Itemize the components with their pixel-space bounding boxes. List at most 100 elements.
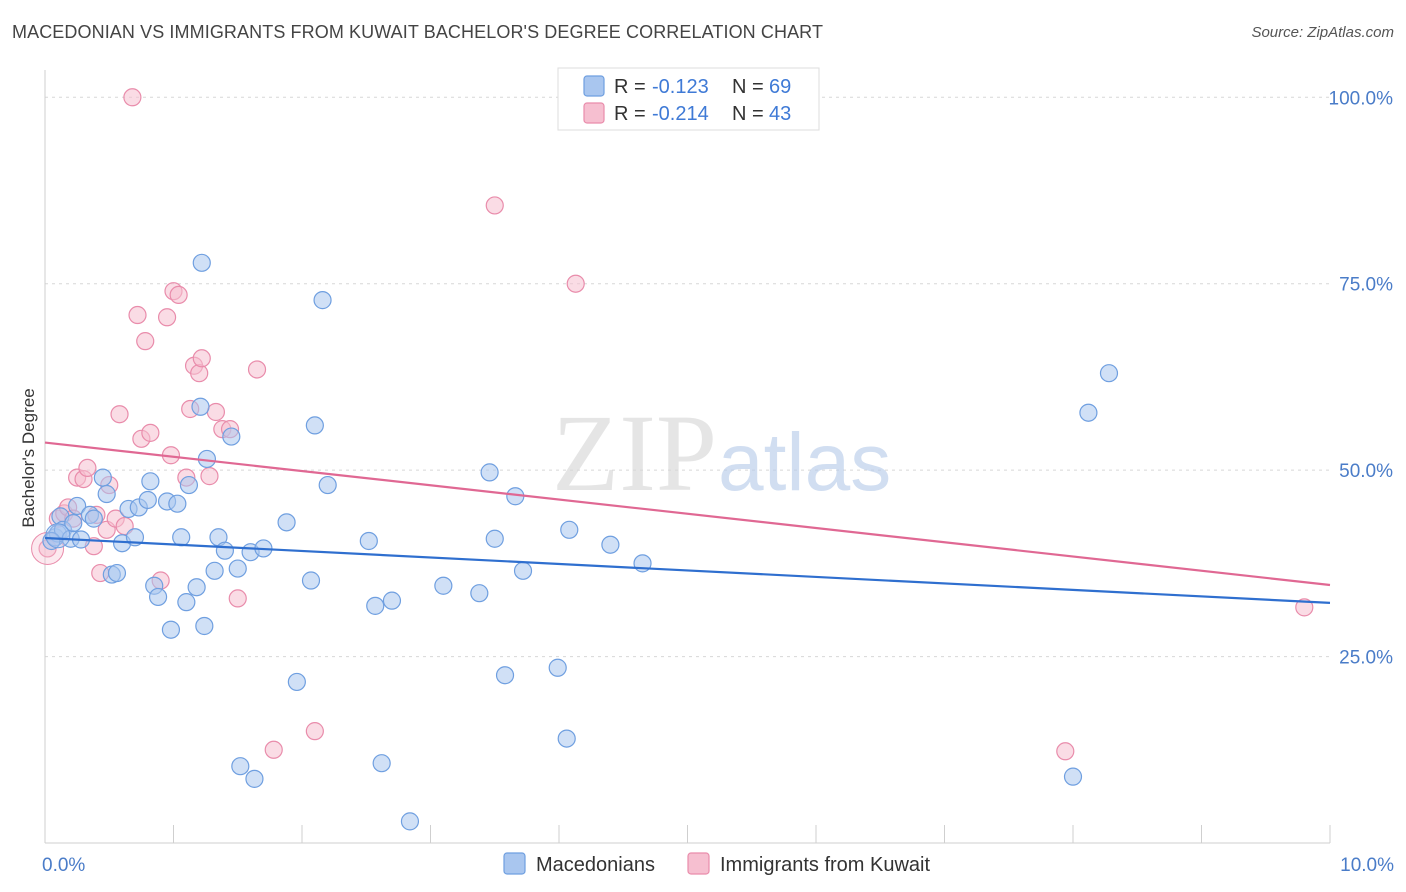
macedonians-point-41 bbox=[277, 513, 296, 532]
macedonians-cluster-marker bbox=[45, 523, 71, 549]
y-axis-title: Bachelor's Degree bbox=[19, 388, 38, 527]
tick-labels: 25.0% 50.0% 75.0% 100.0% 0.0% 10.0% bbox=[42, 88, 1394, 876]
y-tick-label-3: 100.0% bbox=[1329, 88, 1394, 109]
macedonians-point-21 bbox=[148, 587, 168, 607]
macedonians-point-11 bbox=[97, 484, 116, 504]
kuwait-point-31 bbox=[200, 467, 219, 486]
macedonians-point-59 bbox=[548, 658, 567, 677]
stats-legend: R = -0.123 N = 69 R = -0.214 N = 43 bbox=[557, 67, 820, 131]
macedonians-point-45 bbox=[313, 291, 332, 310]
macedonians-point-36 bbox=[228, 559, 247, 578]
macedonians-point-66 bbox=[1079, 403, 1098, 422]
kuwait-point-25 bbox=[169, 285, 188, 304]
macedonians-point-48 bbox=[366, 596, 385, 615]
macedonians-point-55 bbox=[485, 529, 504, 548]
kuwait-point-22 bbox=[157, 308, 177, 327]
legend-swatch-macedonians bbox=[503, 852, 526, 875]
macedonians-point-62 bbox=[601, 535, 620, 554]
macedonians-point-58 bbox=[513, 561, 533, 580]
legend-swatch-kuwait bbox=[687, 852, 710, 875]
series-legend: Macedonians Immigrants from Kuwait bbox=[503, 852, 930, 876]
kuwait-trend-line bbox=[44, 441, 1331, 587]
stats-n-label-blue: N = bbox=[732, 76, 764, 98]
macedonians-point-68 bbox=[42, 531, 61, 551]
macedonians-point-53 bbox=[470, 584, 489, 603]
kuwait-point-20 bbox=[141, 423, 160, 442]
macedonians-point-5 bbox=[64, 513, 83, 533]
macedonians-point-54 bbox=[480, 463, 499, 482]
macedonians-point-27 bbox=[179, 475, 199, 495]
macedonians-point-46 bbox=[318, 475, 337, 495]
watermark-atlas: atlas bbox=[718, 417, 891, 508]
macedonians-point-34 bbox=[215, 541, 234, 560]
stats-n-value-blue: 69 bbox=[769, 76, 791, 98]
watermark: ZIP atlas bbox=[552, 392, 891, 514]
kuwait-point-36 bbox=[247, 360, 267, 379]
kuwait-point-14 bbox=[110, 405, 129, 424]
macedonians-point-56 bbox=[495, 666, 515, 685]
legend-label-macedonians: Macedonians bbox=[536, 854, 655, 876]
macedonians-point-64 bbox=[192, 253, 211, 272]
axes bbox=[44, 70, 1331, 844]
macedonians-point-28 bbox=[187, 578, 206, 597]
trend-lines bbox=[44, 441, 1331, 604]
kuwait-point-39 bbox=[485, 196, 504, 215]
stats-legend-blue-swatch bbox=[583, 75, 605, 97]
macedonians-point-39 bbox=[245, 769, 264, 788]
macedonians-point-13 bbox=[107, 563, 127, 583]
macedonians-point-30 bbox=[195, 616, 214, 636]
kuwait-point-7 bbox=[78, 458, 97, 478]
macedonians-point-10 bbox=[93, 468, 112, 487]
macedonians-point-49 bbox=[372, 754, 391, 773]
macedonians-point-23 bbox=[161, 620, 181, 639]
macedonians-point-29 bbox=[191, 397, 210, 416]
kuwait-point-41 bbox=[1056, 742, 1075, 761]
watermark-zip: ZIP bbox=[552, 392, 717, 514]
stats-r-label-blue: R = bbox=[614, 76, 646, 98]
kuwait-point-16 bbox=[123, 88, 142, 107]
macedonians-point-9 bbox=[84, 509, 103, 528]
macedonians-point-43 bbox=[301, 571, 321, 590]
kuwait-point-17 bbox=[128, 305, 147, 325]
macedonians-point-42 bbox=[287, 672, 306, 692]
kuwait-point-37 bbox=[264, 740, 283, 759]
stats-r-value-blue: -0.123 bbox=[652, 76, 709, 98]
kuwait-point-42 bbox=[1295, 598, 1314, 617]
macedonians-point-50 bbox=[382, 591, 402, 610]
macedonians-point-24 bbox=[168, 494, 187, 513]
macedonians-point-67 bbox=[1099, 364, 1119, 383]
x-tick-label-1: 10.0% bbox=[1340, 855, 1394, 876]
macedonians-point-60 bbox=[557, 729, 576, 748]
macedonians-point-25 bbox=[172, 528, 191, 547]
x-tick-label-0: 0.0% bbox=[42, 855, 85, 876]
kuwait-point-40 bbox=[566, 274, 585, 293]
stats-r-label-pink: R = bbox=[614, 103, 646, 125]
macedonians-point-32 bbox=[205, 561, 224, 580]
chart-source: Source: ZipAtlas.com bbox=[1251, 24, 1394, 41]
kuwait-point-32 bbox=[206, 402, 226, 422]
kuwait-point-30 bbox=[192, 349, 211, 368]
macedonians-point-26 bbox=[177, 593, 196, 612]
macedonians-point-35 bbox=[222, 427, 241, 446]
stats-legend-pink-swatch bbox=[583, 102, 605, 124]
kuwait-point-35 bbox=[228, 589, 247, 608]
kuwait-point-19 bbox=[136, 332, 155, 351]
macedonians-point-61 bbox=[560, 520, 579, 539]
macedonians-point-37 bbox=[231, 757, 250, 776]
macedonians-point-18 bbox=[138, 490, 157, 510]
kuwait-point-29 bbox=[190, 364, 209, 383]
macedonians-point-19 bbox=[141, 472, 160, 491]
series-macedonians-points bbox=[42, 253, 1119, 831]
stats-r-value-pink: -0.214 bbox=[652, 103, 709, 125]
legend-label-kuwait: Immigrants from Kuwait bbox=[720, 854, 930, 876]
stats-n-value-pink: 43 bbox=[769, 103, 791, 125]
macedonians-point-6 bbox=[68, 496, 87, 516]
macedonians-point-51 bbox=[400, 812, 420, 831]
y-tick-label-0: 25.0% bbox=[1339, 648, 1393, 669]
y-tick-label-2: 75.0% bbox=[1339, 275, 1393, 296]
macedonians-point-65 bbox=[1063, 767, 1083, 786]
stats-n-label-pink: N = bbox=[732, 103, 764, 125]
macedonians-point-47 bbox=[359, 531, 378, 551]
macedonians-point-52 bbox=[434, 576, 453, 595]
